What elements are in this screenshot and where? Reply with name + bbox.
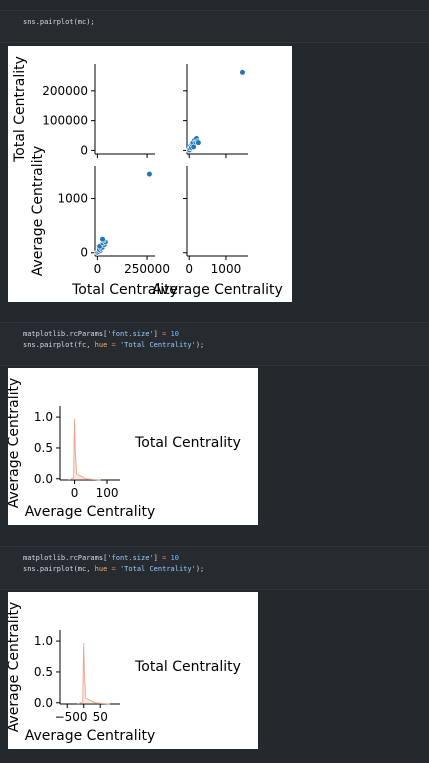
- kde-xlabel: Average Centrality: [25, 504, 156, 520]
- pairplot-figure-3: 0.0 0.5 1.0 −50 0 50 Average Centrality Average…: [6, 592, 258, 749]
- scatter-point-bl: [99, 236, 106, 243]
- kde-xtick-label: 0: [80, 710, 88, 724]
- kde-xlabel: Average Centrality: [25, 728, 156, 744]
- code-line-3a[interactable]: matplotlib.rcParams['font.size'] = 10: [23, 553, 179, 564]
- code-token: sns.pairplot(mc);: [23, 18, 95, 26]
- code-token: ]: [153, 554, 163, 562]
- ytick-label-ac: 0: [80, 246, 88, 260]
- kde-ytick-label: 0.0: [34, 472, 53, 486]
- pairplot-figure-2: 0.0 0.5 1.0 0 100 Average Centrality Average C…: [6, 368, 258, 525]
- code-line-3b[interactable]: sns.pairplot(mc, hue = 'Total Centrality…: [23, 564, 204, 575]
- xtick-label-tc: 0: [94, 262, 102, 276]
- kde-ylabel: Average Centrality: [8, 378, 22, 509]
- kde-ytick-label: 1.0: [34, 410, 53, 424]
- code-token: =: [162, 330, 167, 338]
- code-token: =: [107, 565, 120, 573]
- ytick-label-ac: 1000: [57, 192, 88, 206]
- ytick-label-tc: 100000: [42, 114, 88, 128]
- kde-ytick-label: 0.5: [34, 665, 53, 679]
- code-line-1[interactable]: sns.pairplot(mc);: [23, 17, 95, 28]
- kde-line: [68, 418, 101, 481]
- code-line-2b[interactable]: sns.pairplot(fc, hue = 'Total Centrality…: [23, 340, 204, 351]
- xtick-label-ac: 0: [185, 262, 193, 276]
- xtick-label-ac: 1000: [211, 262, 242, 276]
- kde-xtick-label: 50: [93, 710, 108, 724]
- code-token: =: [107, 341, 120, 349]
- code-token: );: [195, 565, 205, 573]
- legend-title: Total Centrality: [134, 435, 241, 451]
- code-token: );: [195, 341, 205, 349]
- kde-ylabel: Average Centrality: [8, 602, 22, 733]
- code-token: 'font.size': [107, 554, 154, 562]
- pairplot-1-svg: 0 100000 200000 0 1000 0 250000 0 1000 Total Cent…: [12, 56, 283, 298]
- code-token: hue: [94, 341, 108, 349]
- kde-xtick-label: −50: [55, 710, 80, 724]
- scatter-point-tr: [195, 139, 202, 146]
- ylabel-total-centrality: Total Centrality: [12, 56, 28, 163]
- ytick-label-tc: 0: [80, 143, 88, 157]
- kde-xtick-label: 100: [96, 486, 119, 500]
- code-token: 'Total Centrality': [119, 341, 196, 349]
- code-line-2a[interactable]: matplotlib.rcParams['font.size'] = 10: [23, 329, 179, 340]
- ylabel-average-centrality: Average Centrality: [30, 146, 46, 277]
- kde-ytick-label: 0.5: [34, 441, 53, 455]
- legend-title: Total Centrality: [134, 659, 241, 675]
- xlabel-total-centrality: Total Centrality: [71, 282, 178, 298]
- xtick-label-tc: 250000: [124, 262, 170, 276]
- kde-line: [77, 642, 110, 705]
- code-token: =: [162, 554, 167, 562]
- pairplot-3-svg: 0.0 0.5 1.0 −50 0 50 Average CentralityAverage…: [6, 602, 241, 744]
- code-token: sns.pairplot(mc,: [23, 565, 95, 573]
- ytick-label-tc: 200000: [42, 84, 88, 98]
- code-cell-1[interactable]: sns.pairplot(mc);: [0, 10, 429, 43]
- scatter-point-bl: [146, 171, 153, 178]
- code-cell-3[interactable]: matplotlib.rcParams['font.size'] = 10 sn…: [0, 546, 429, 590]
- code-token: 10: [166, 554, 179, 562]
- code-token: matplotlib.rcParams[: [23, 554, 108, 562]
- code-token: hue: [94, 565, 108, 573]
- kde-ytick-label: 0.0: [34, 696, 53, 710]
- xlabel-average-centrality: Average Centrality: [152, 282, 283, 298]
- kde-xtick-label: 0: [71, 486, 79, 500]
- code-token: 'Total Centrality': [119, 565, 196, 573]
- code-token: matplotlib.rcParams[: [23, 330, 108, 338]
- kde-ytick-label: 1.0: [34, 634, 53, 648]
- code-cell-2[interactable]: matplotlib.rcParams['font.size'] = 10 sn…: [0, 322, 429, 366]
- pairplot-figure-1: 0 100000 200000 0 1000 0 250000 0 1000 Total Cent…: [8, 46, 292, 302]
- code-token: ]: [153, 330, 163, 338]
- code-token: 'font.size': [107, 330, 154, 338]
- code-token: sns.pairplot(fc,: [23, 341, 95, 349]
- scatter-point-tr: [239, 69, 246, 76]
- code-token: 10: [166, 330, 179, 338]
